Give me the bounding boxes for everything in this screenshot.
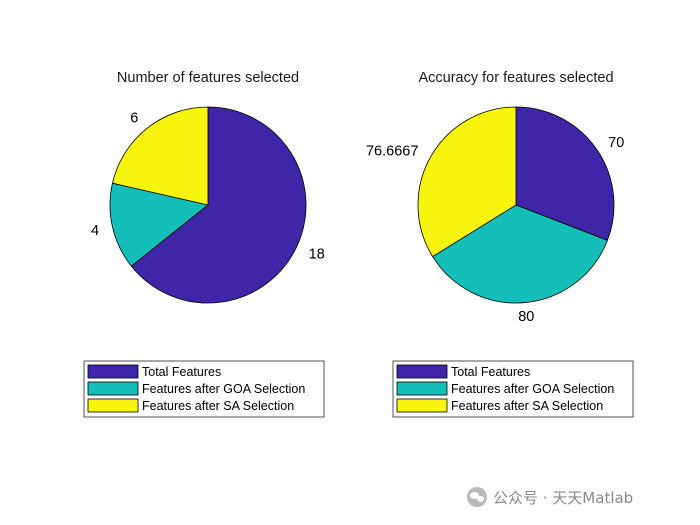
slice-label: 18 — [309, 246, 325, 262]
legend-swatch — [87, 398, 139, 413]
pie-slice — [130, 106, 307, 304]
chart-title: Accuracy for features selected — [418, 70, 613, 86]
pie-slice — [417, 106, 517, 258]
legend-swatch — [396, 364, 448, 379]
pie-chart-accuracy: Accuracy for features selected 70 80 76.66… — [366, 70, 634, 418]
chart-title: Number of features selected — [117, 70, 299, 86]
legend-label: Total Features — [451, 365, 530, 379]
legend-swatch — [396, 398, 448, 413]
slice-label: 70 — [608, 135, 624, 151]
pie-slices — [417, 106, 615, 304]
slice-label: 76.6667 — [366, 144, 418, 160]
legend-label: Features after GOA Selection — [451, 382, 614, 396]
legend-label: Features after SA Selection — [142, 399, 294, 413]
slice-labels: 70 80 76.6667 — [366, 135, 624, 325]
watermark-text: 公众号 · 天天Matlab — [493, 488, 634, 507]
wechat-icon — [467, 487, 487, 507]
legend-label: Features after GOA Selection — [142, 382, 305, 396]
pie-slices — [109, 106, 307, 304]
pie-slice — [432, 204, 608, 304]
legend-swatch — [87, 381, 139, 396]
pie-slice — [515, 106, 615, 241]
legend-label: Total Features — [142, 365, 221, 379]
slice-label: 4 — [91, 223, 99, 239]
legend: Total Features Features after GOA Selecti… — [392, 360, 634, 418]
watermark: 公众号 · 天天Matlab — [467, 486, 633, 508]
pie-slice — [109, 182, 209, 267]
legend-label: Features after SA Selection — [451, 399, 603, 413]
legend-swatch — [396, 381, 448, 396]
slice-label: 80 — [518, 309, 534, 325]
legend: Total Features Features after GOA Selecti… — [83, 360, 325, 418]
slice-label: 6 — [130, 111, 138, 127]
legend-swatch — [87, 364, 139, 379]
pie-slice — [111, 106, 209, 206]
